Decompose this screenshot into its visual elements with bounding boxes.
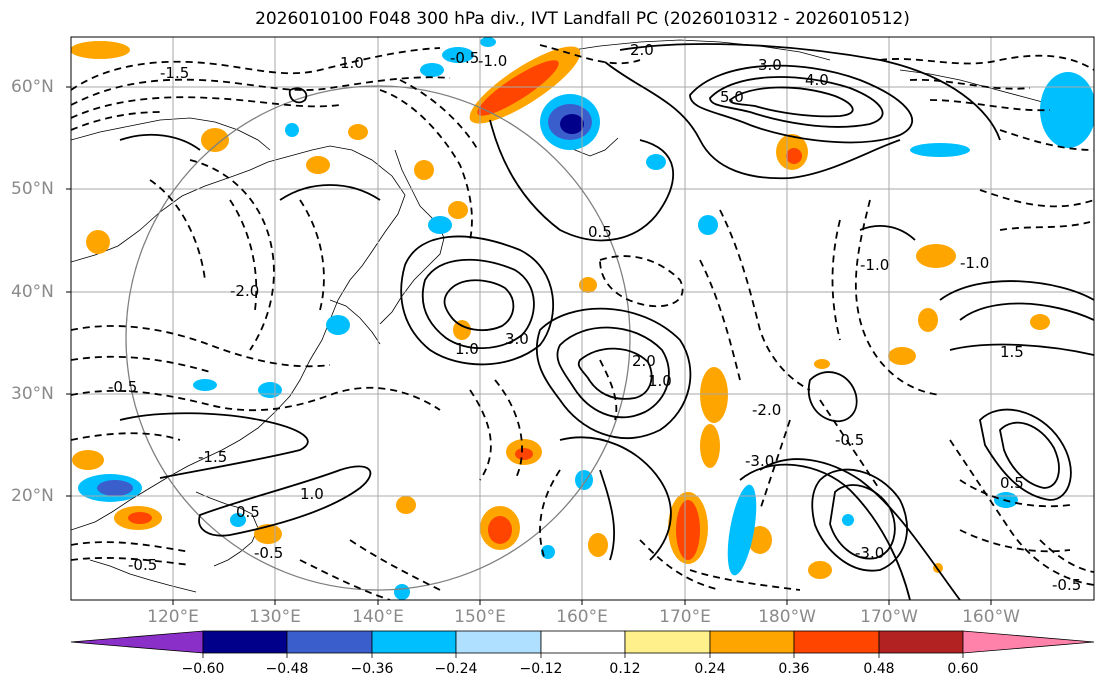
lat-label: 20°N — [11, 486, 54, 506]
colorbar-tick-label: −0.24 — [434, 661, 478, 677]
contour-label: -0.5 — [450, 49, 479, 67]
contour-label: -0.5 — [1052, 576, 1081, 594]
contour-label: 4.0 — [805, 71, 829, 89]
contour-label: 3.0 — [758, 56, 782, 74]
lon-label: 140°E — [352, 607, 404, 627]
contour-label: -3.0 — [745, 452, 774, 470]
contour-label: -1.0 — [478, 52, 507, 70]
colorbar — [70, 630, 1095, 658]
lon-label: 160°W — [962, 607, 1020, 627]
contour-label: 1.0 — [340, 54, 364, 72]
contour-label: 0.5 — [236, 503, 260, 521]
contour-label: -0.5 — [108, 378, 137, 396]
graticule — [71, 37, 1094, 600]
contour-label: 2.0 — [630, 41, 654, 59]
contour-label: 2.0 — [632, 352, 656, 370]
contour-label: 3.0 — [505, 330, 529, 348]
contour-label: -0.5 — [128, 556, 157, 574]
range-circle — [125, 85, 631, 591]
lat-label: 40°N — [11, 282, 54, 302]
contour-label: 5.0 — [720, 88, 744, 106]
contour-label: 1.5 — [1000, 343, 1024, 361]
contour-label: -1.5 — [198, 448, 227, 466]
positive-contours — [119, 43, 1094, 600]
colorbar-tick-label: 0.60 — [947, 661, 979, 677]
colorbar-tick-label: −0.48 — [265, 661, 309, 677]
colorbar-tick-label: −0.12 — [519, 661, 563, 677]
colorbar-tick-label: 0.24 — [694, 661, 726, 677]
contour-label: 1.0 — [300, 485, 324, 503]
lat-label: 60°N — [11, 77, 54, 97]
axis-ticks — [66, 86, 992, 605]
figure-title: 2026010100 F048 300 hPa div., IVT Landfa… — [255, 9, 910, 29]
colorbar-segment — [709, 630, 795, 654]
colorbar-extend-low — [70, 630, 204, 654]
contour-label: 0.5 — [588, 223, 612, 241]
lon-label: 130°E — [249, 607, 301, 627]
lon-label: 170°W — [860, 607, 918, 627]
lon-label: 170°E — [659, 607, 711, 627]
colorbar-tick-label: 0.48 — [863, 661, 895, 677]
colorbar-segment — [540, 630, 626, 654]
lon-label: 180°W — [758, 607, 816, 627]
lon-label: 150°E — [454, 607, 506, 627]
contour-label: -0.5 — [254, 544, 283, 562]
contour-label: -2.0 — [230, 282, 259, 300]
contour-label: -2.0 — [752, 401, 781, 419]
contour-labels: 2.0 -0.5 -1.0 -1.5 3.0 5.0 4.0 0.5 1.5 -… — [108, 41, 1081, 594]
contour-label: 1.0 — [455, 340, 479, 358]
colorbar-tick-label: 0.12 — [609, 661, 641, 677]
contour-label: 0.5 — [1000, 474, 1024, 492]
colorbar-tick-label: −0.36 — [350, 661, 394, 677]
colorbar-segment — [878, 630, 964, 654]
colorbar-segment — [202, 630, 288, 654]
lon-label: 160°E — [556, 607, 608, 627]
colorbar-tick-label: 0.36 — [778, 661, 810, 677]
contour-label: -1.5 — [160, 64, 189, 82]
colorbar-segment — [455, 630, 542, 654]
contour-label: -3.0 — [855, 544, 884, 562]
colorbar-tick-label: −0.60 — [181, 661, 225, 677]
negative-contours — [71, 44, 1094, 600]
contour-label: -1.0 — [960, 254, 989, 272]
colorbar-segment — [286, 630, 373, 654]
colorbar-segment — [624, 630, 711, 654]
lat-label: 50°N — [11, 179, 54, 199]
lat-label: 30°N — [11, 384, 54, 404]
colorbar-segment — [371, 630, 457, 654]
colorbar-segment — [793, 630, 880, 654]
contour-label: 1.0 — [648, 372, 672, 390]
colorbar-extend-high — [962, 630, 1095, 654]
contour-label: -0.5 — [835, 431, 864, 449]
lon-label: 120°E — [147, 607, 199, 627]
shaded-patches — [71, 37, 1094, 600]
contour-label: -1.0 — [860, 256, 889, 274]
